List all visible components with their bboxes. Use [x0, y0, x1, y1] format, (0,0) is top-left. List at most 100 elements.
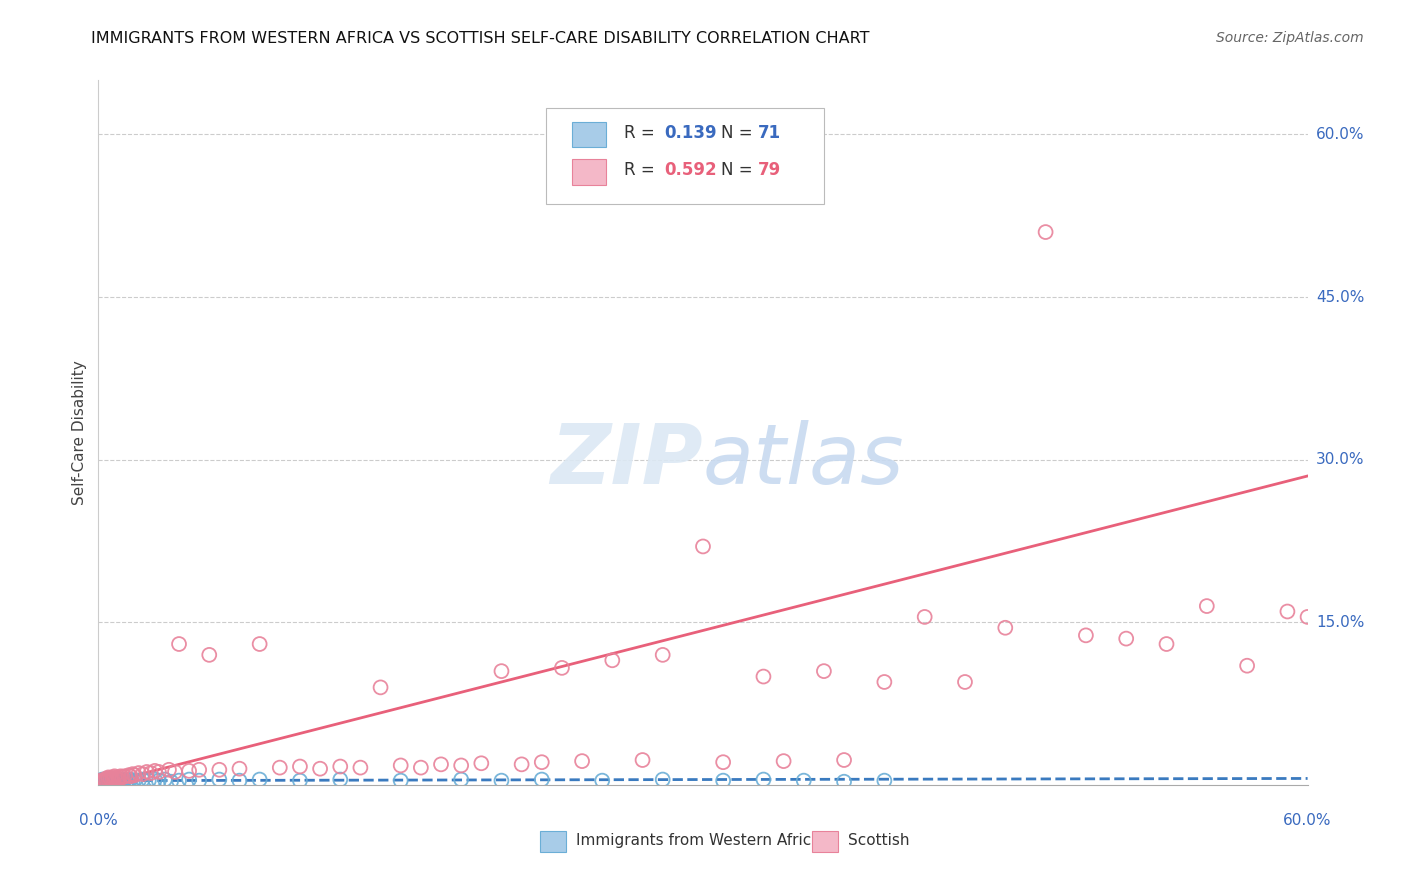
Text: atlas: atlas [703, 420, 904, 501]
Point [96, 772, 118, 786]
Point [409, 761, 432, 775]
Point [101, 773, 124, 788]
Point [103, 776, 125, 790]
Text: 60.0%: 60.0% [1316, 127, 1364, 142]
Point [288, 759, 311, 773]
Text: 60.0%: 60.0% [1284, 813, 1331, 828]
Point [631, 753, 654, 767]
Point [93, 772, 115, 787]
Point [105, 772, 128, 786]
Point [97, 776, 120, 790]
Point [249, 772, 271, 787]
Point [389, 773, 412, 788]
Point [96, 776, 118, 790]
Point [91, 773, 114, 788]
Point [450, 772, 472, 787]
Point [93, 773, 115, 788]
Point [309, 762, 332, 776]
Point [100, 772, 122, 787]
FancyBboxPatch shape [811, 830, 838, 852]
Point [651, 772, 673, 787]
Point [228, 762, 250, 776]
Point [1316, 632, 1339, 646]
Point [1074, 628, 1097, 642]
Point [93, 774, 115, 789]
Point [103, 773, 125, 788]
Point [93, 772, 115, 787]
Point [97, 773, 120, 788]
Point [153, 772, 176, 787]
Point [430, 757, 453, 772]
Point [138, 773, 160, 788]
Point [188, 763, 211, 777]
Point [89, 776, 111, 790]
Point [1357, 637, 1379, 651]
Point [551, 661, 574, 675]
Point [100, 774, 122, 789]
Point [793, 773, 815, 788]
Point [1115, 632, 1137, 646]
Point [148, 773, 170, 788]
Point [1156, 637, 1178, 651]
Point [100, 772, 122, 787]
Point [97, 772, 120, 787]
Point [135, 764, 157, 779]
Point [1195, 599, 1218, 613]
Point [370, 681, 392, 695]
Point [107, 770, 129, 784]
Point [124, 773, 146, 788]
Point [93, 776, 115, 790]
FancyBboxPatch shape [572, 121, 606, 147]
Point [651, 648, 673, 662]
Point [96, 772, 118, 787]
Point [288, 773, 311, 788]
Point [89, 773, 111, 788]
Point [91, 772, 114, 787]
Point [121, 767, 143, 781]
Point [118, 773, 141, 788]
Point [389, 758, 412, 772]
Point [91, 773, 114, 788]
Point [100, 772, 122, 786]
Point [107, 772, 129, 787]
Point [832, 774, 855, 789]
Point [115, 774, 138, 789]
Point [167, 637, 190, 651]
Point [813, 664, 835, 678]
Point [128, 773, 150, 788]
Text: Scottish: Scottish [848, 833, 910, 848]
Point [97, 772, 120, 787]
Point [1296, 610, 1319, 624]
Y-axis label: Self-Care Disability: Self-Care Disability [72, 360, 87, 505]
Point [91, 774, 114, 789]
Point [450, 758, 472, 772]
Point [91, 774, 114, 789]
Point [105, 773, 128, 788]
Point [873, 675, 896, 690]
Point [602, 653, 624, 667]
Point [752, 772, 775, 787]
Point [96, 773, 118, 788]
Point [120, 769, 142, 783]
Text: Source: ZipAtlas.com: Source: ZipAtlas.com [1216, 31, 1364, 45]
Text: R =: R = [624, 161, 655, 179]
Point [148, 764, 170, 779]
Point [1236, 658, 1258, 673]
Point [269, 761, 291, 775]
Point [530, 772, 553, 787]
Point [96, 774, 118, 789]
Point [132, 767, 155, 781]
Point [124, 768, 146, 782]
Point [179, 772, 201, 787]
Point [101, 774, 124, 789]
Point [110, 773, 132, 788]
Point [571, 754, 593, 768]
Point [103, 774, 125, 789]
Point [329, 759, 352, 773]
Point [179, 764, 201, 778]
Text: N =: N = [721, 161, 752, 179]
Point [692, 540, 714, 554]
Point [97, 770, 120, 784]
Point [249, 637, 271, 651]
Text: N =: N = [721, 124, 752, 142]
